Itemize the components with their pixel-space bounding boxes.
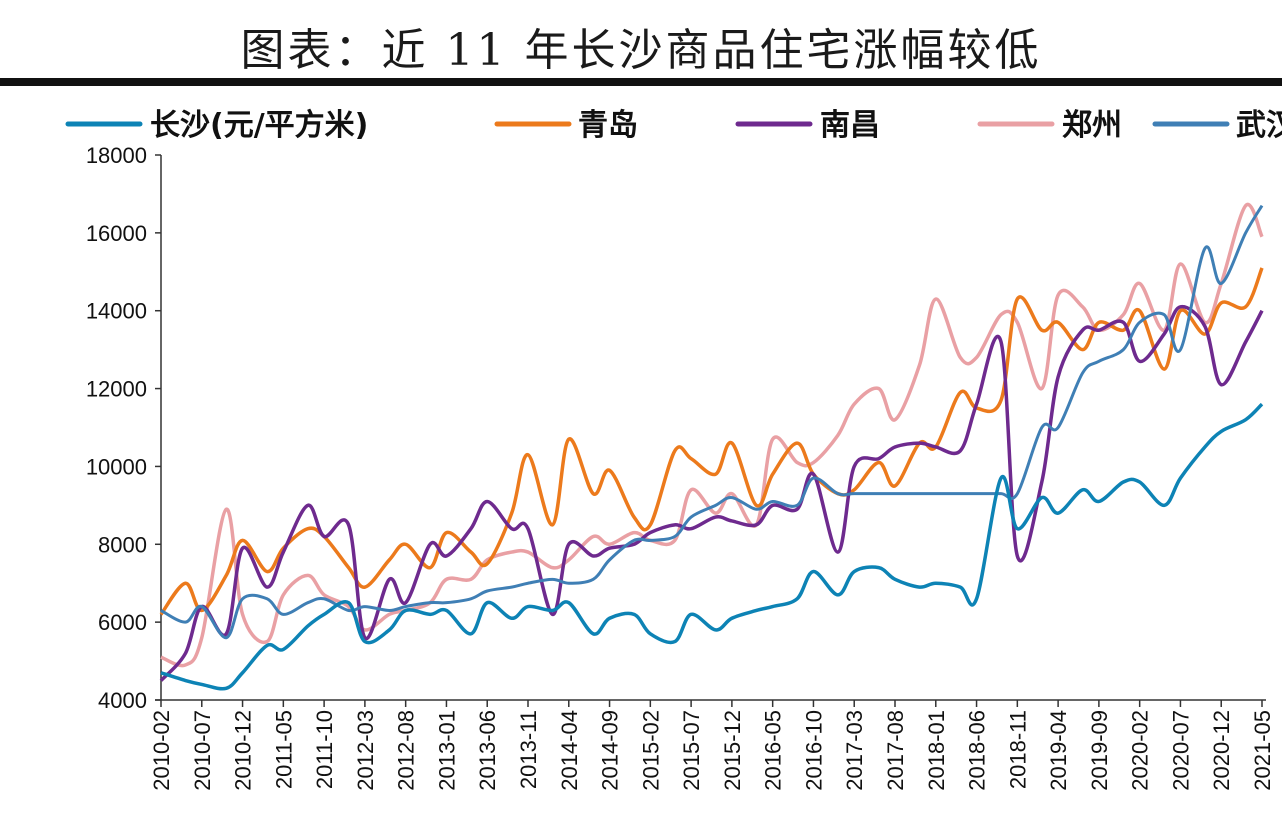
y-tick-label: 12000 xyxy=(86,377,147,402)
x-tick-label: 2020-12 xyxy=(1209,710,1234,791)
x-tick-label: 2010-07 xyxy=(190,710,215,791)
x-tick-label: 2018-01 xyxy=(924,710,949,791)
x-tick-label: 2019-09 xyxy=(1087,710,1112,791)
x-tick-label: 2014-04 xyxy=(557,710,582,791)
x-tick-label: 2020-02 xyxy=(1128,710,1153,791)
x-tick-label: 2015-07 xyxy=(679,710,704,791)
x-tick-label: 2013-11 xyxy=(516,710,541,789)
title-rule xyxy=(0,78,1282,86)
chart-title: 图表：近 11 年长沙商品住宅涨幅较低 xyxy=(240,25,1042,76)
x-tick-label: 2015-02 xyxy=(638,710,663,791)
x-tick-label: 2012-03 xyxy=(353,710,378,791)
legend-label-1: 青岛 xyxy=(578,108,638,143)
x-tick-label: 2020-07 xyxy=(1168,710,1193,791)
x-tick-label: 2013-01 xyxy=(434,710,459,791)
x-tick-label: 2014-09 xyxy=(598,710,623,791)
x-tick-label: 2018-06 xyxy=(965,710,990,791)
x-tick-label: 2010-12 xyxy=(231,710,256,791)
series-line-3 xyxy=(160,202,1264,668)
legend-label-0: 长沙(元/平方米) xyxy=(150,108,368,143)
legend-label-3: 郑州 xyxy=(1062,108,1122,143)
x-tick-label: 2017-08 xyxy=(883,710,908,791)
series-line-1 xyxy=(159,267,1264,616)
x-tick-label: 2011-10 xyxy=(312,710,337,789)
x-tick-label: 2010-02 xyxy=(149,710,174,791)
y-tick-label: 14000 xyxy=(86,299,147,324)
x-tick-label: 2013-06 xyxy=(475,710,500,791)
series-line-4 xyxy=(160,204,1264,640)
series-line-2 xyxy=(159,305,1264,682)
legend-label-4: 武汉 xyxy=(1236,108,1282,143)
legend: 长沙(元/平方米) 青岛 南昌 郑州 武汉 xyxy=(65,108,1282,143)
series-line-0 xyxy=(160,402,1264,691)
y-tick-label: 4000 xyxy=(98,688,147,713)
x-tick-label: 2016-10 xyxy=(801,710,826,791)
axes: 4000 6000 8000 10000 12000 14000 16000 18000 201… xyxy=(86,143,1275,791)
x-tick-label: 2018-11 xyxy=(1005,710,1030,789)
x-tick-label: 2015-12 xyxy=(720,710,745,791)
x-tick-label: 2019-04 xyxy=(1046,710,1071,791)
x-tick-label: 2016-05 xyxy=(761,710,786,791)
y-tick-label: 8000 xyxy=(98,532,147,557)
x-tick-label: 2017-03 xyxy=(842,710,867,791)
y-tick-label: 10000 xyxy=(86,454,147,479)
y-tick-label: 6000 xyxy=(98,610,147,635)
y-tick-label: 18000 xyxy=(86,143,147,168)
x-tick-label: 2021-05 xyxy=(1250,710,1275,791)
x-tick-label: 2011-05 xyxy=(271,710,296,789)
legend-label-2: 南昌 xyxy=(820,108,880,143)
series-lines xyxy=(159,202,1264,691)
y-tick-label: 16000 xyxy=(86,221,147,246)
x-tick-label: 2012-08 xyxy=(394,710,419,791)
